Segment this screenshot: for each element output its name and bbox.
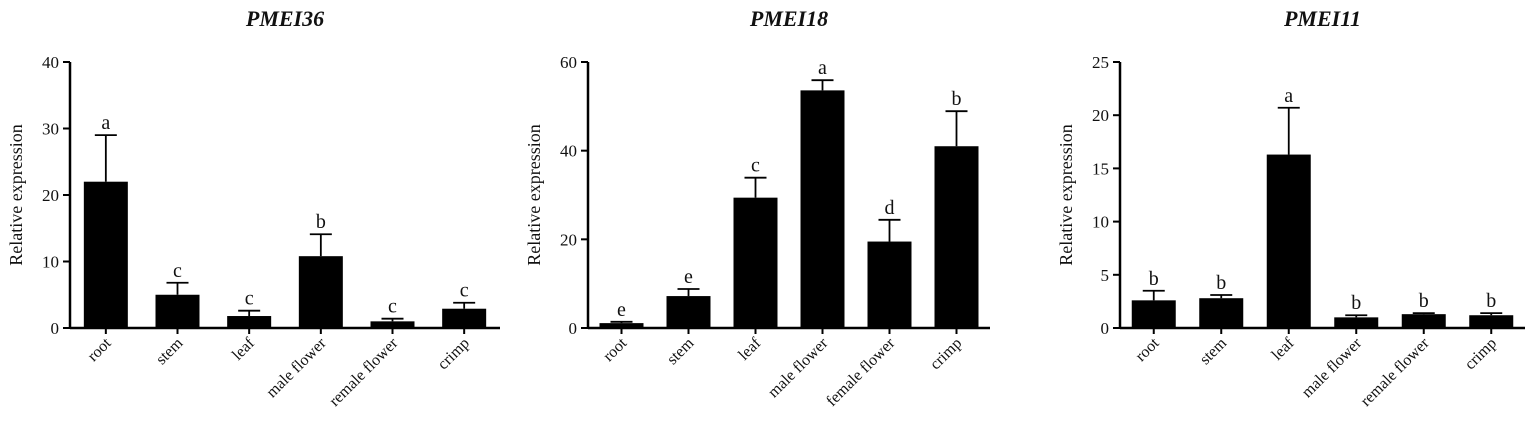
significance-letter: a	[1284, 85, 1293, 107]
error-bar	[381, 317, 404, 322]
x-tick-label: male flower	[263, 334, 330, 401]
x-tick-label: remale flower	[1357, 334, 1433, 410]
y-axis-label: Relative expression	[524, 124, 544, 265]
chart-panel: PMEI18 Relative expression 0 20 40 60 root e ste…	[524, 6, 990, 410]
chart-title: PMEI36	[245, 6, 324, 31]
significance-letter: b	[952, 88, 962, 110]
error-bar	[94, 134, 117, 182]
significance-letter: a	[818, 57, 827, 79]
x-tick-label: stem	[153, 334, 187, 368]
bar	[1199, 298, 1244, 328]
y-tick-label: 60	[560, 53, 577, 72]
significance-letter: c	[173, 260, 182, 282]
error-bar	[1277, 106, 1300, 155]
x-tick-label: leaf	[1269, 334, 1298, 363]
x-tick-label: root	[1132, 334, 1163, 365]
x-tick-label: root	[600, 334, 631, 365]
significance-letter: b	[1419, 290, 1429, 312]
chart-panel: PMEI11 Relative expression 0 5 10 15 20 25 root b…	[1056, 6, 1525, 410]
error-bar	[1412, 312, 1435, 315]
x-tick-label: female flower	[823, 334, 899, 410]
bar	[1131, 300, 1176, 328]
x-tick-label: male flower	[1299, 334, 1366, 401]
x-tick-label: male flower	[765, 334, 832, 401]
significance-letter: b	[1351, 292, 1361, 314]
y-tick-label: 40	[560, 142, 577, 161]
error-bar	[453, 301, 476, 309]
chart-title: PMEI18	[749, 6, 828, 31]
bar	[298, 256, 343, 328]
bar	[934, 146, 979, 328]
x-tick-label: leaf	[735, 334, 764, 363]
chart-panel: PMEI36 Relative expression 0 10 20 30 40 root a s…	[6, 6, 500, 410]
significance-letter: b	[316, 211, 326, 233]
y-tick-label: 40	[42, 53, 59, 72]
x-tick-label: leaf	[229, 334, 258, 363]
significance-letter: b	[1149, 268, 1159, 290]
y-tick-label: 10	[42, 253, 59, 272]
x-tick-label: stem	[1197, 334, 1231, 368]
bar	[370, 321, 415, 328]
bar	[867, 241, 912, 328]
x-tick-label: crimp	[927, 335, 965, 373]
bar	[1469, 315, 1514, 328]
y-tick-label: 10	[1092, 213, 1109, 232]
y-tick-label: 25	[1092, 53, 1109, 72]
error-bar	[1345, 314, 1368, 318]
x-tick-label: root	[84, 334, 115, 365]
significance-letter: e	[617, 299, 626, 321]
x-tick-label: remale flower	[326, 334, 402, 410]
y-tick-label: 0	[1101, 319, 1110, 338]
error-bar	[677, 288, 700, 297]
y-tick-label: 0	[51, 319, 60, 338]
bar	[83, 181, 128, 328]
y-tick-label: 30	[42, 120, 59, 139]
bar	[155, 294, 200, 328]
significance-letter: b	[1486, 290, 1496, 312]
bar	[733, 197, 778, 328]
x-tick-label: crimp	[1462, 335, 1500, 373]
error-bar	[238, 309, 261, 317]
y-tick-label: 5	[1101, 266, 1110, 285]
error-bar	[610, 320, 633, 324]
x-tick-label: crimp	[435, 335, 473, 373]
error-bar	[945, 110, 968, 147]
bar	[1401, 314, 1446, 328]
x-tick-label: stem	[664, 334, 698, 368]
bar	[666, 296, 711, 328]
y-tick-label: 20	[1092, 106, 1109, 125]
y-axis-label: Relative expression	[6, 124, 26, 265]
y-tick-label: 0	[569, 319, 578, 338]
y-axis-label: Relative expression	[1056, 124, 1076, 265]
y-tick-label: 20	[560, 230, 577, 249]
error-bar	[1480, 312, 1503, 316]
significance-letter: c	[245, 288, 254, 310]
bar	[442, 308, 487, 328]
y-tick-label: 20	[42, 186, 59, 205]
chart-title: PMEI11	[1283, 6, 1361, 31]
significance-letter: c	[751, 155, 760, 177]
significance-letter: a	[101, 112, 110, 134]
bar	[599, 323, 644, 328]
significance-letter: c	[460, 280, 469, 302]
significance-letter: d	[885, 197, 895, 219]
significance-letter: e	[684, 266, 693, 288]
bar	[1334, 317, 1379, 328]
error-bar	[166, 281, 189, 295]
error-bar	[878, 218, 901, 242]
bar	[800, 90, 845, 328]
significance-letter: b	[1216, 272, 1226, 294]
y-tick-label: 15	[1092, 159, 1109, 178]
significance-letter: c	[388, 296, 397, 318]
error-bar	[744, 176, 767, 198]
error-bar	[1210, 294, 1233, 299]
error-bar	[811, 79, 834, 91]
error-bar	[309, 233, 332, 257]
bar	[227, 316, 272, 328]
error-bar	[1142, 289, 1165, 301]
bar	[1266, 154, 1311, 328]
